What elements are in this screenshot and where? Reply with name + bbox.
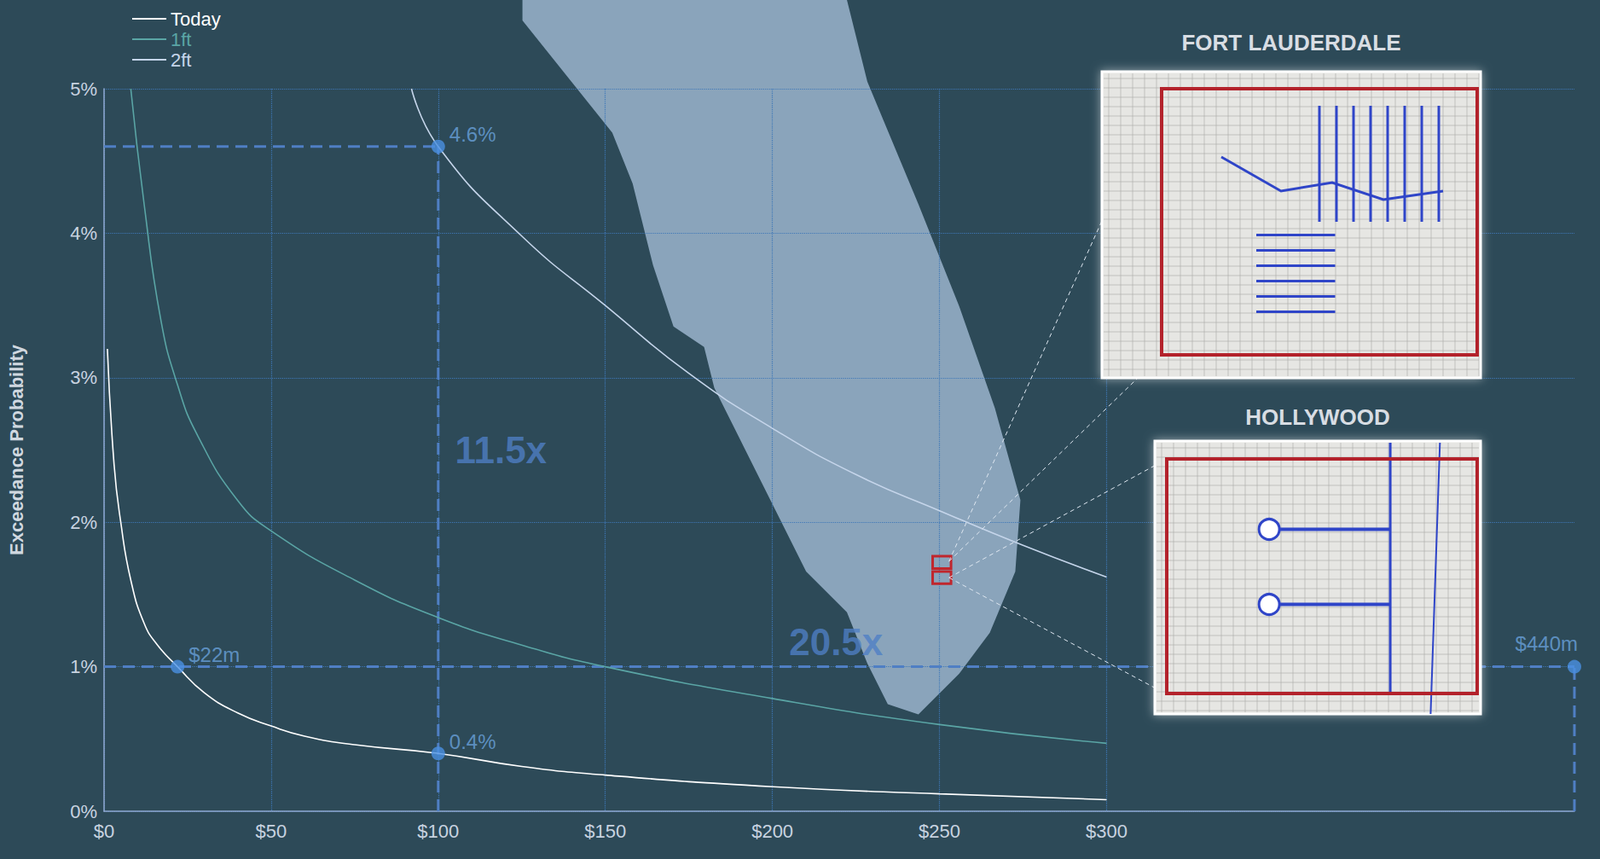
svg-text:$200: $200	[751, 820, 794, 842]
svg-text:3%: 3%	[69, 366, 98, 389]
svg-text:$150: $150	[584, 820, 627, 842]
svg-text:1%: 1%	[69, 655, 98, 678]
svg-text:11.5x: 11.5x	[454, 428, 547, 471]
svg-text:2%: 2%	[69, 511, 98, 534]
svg-text:FORT LAUDERDALE: FORT LAUDERDALE	[1181, 29, 1401, 56]
svg-text:20.5x: 20.5x	[788, 620, 884, 663]
svg-text:Exceedance Probability: Exceedance Probability	[5, 343, 28, 556]
svg-text:$22m: $22m	[188, 643, 240, 667]
svg-text:2ft: 2ft	[170, 49, 192, 71]
svg-text:HOLLYWOOD: HOLLYWOOD	[1245, 404, 1390, 430]
svg-text:$250: $250	[918, 820, 961, 842]
svg-text:5%: 5%	[69, 78, 98, 100]
svg-text:$300: $300	[1085, 820, 1128, 842]
svg-text:Today: Today	[170, 8, 221, 30]
svg-text:$0: $0	[93, 820, 115, 842]
svg-text:4%: 4%	[69, 222, 98, 244]
svg-text:$440m: $440m	[1515, 631, 1578, 656]
svg-text:0%: 0%	[69, 800, 98, 823]
svg-text:4.6%: 4.6%	[449, 122, 497, 146]
svg-text:1ft: 1ft	[170, 28, 192, 51]
svg-text:$100: $100	[417, 820, 459, 842]
svg-text:$50: $50	[255, 820, 288, 842]
svg-text:0.4%: 0.4%	[449, 730, 497, 754]
